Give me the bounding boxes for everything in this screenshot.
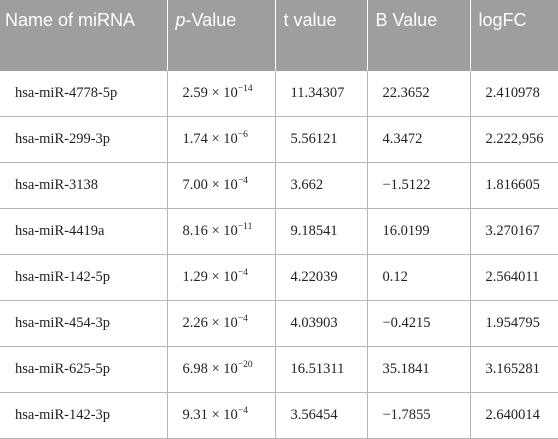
cell-bvalue: 0.12: [366, 254, 470, 301]
pvalue-exponent: −4: [237, 176, 248, 187]
cell-bvalue: 4.3472: [366, 116, 470, 164]
pvalue-exponent: −11: [237, 222, 253, 233]
cell-logfc: 3.165281: [469, 346, 558, 393]
table-row: hsa-miR-4419a 8.16 × 10−11 9.18541 16.0199 3…: [0, 208, 558, 256]
header-row: Name of miRNA p-Value t value B Value lo…: [0, 0, 558, 71]
cell-pvalue: 9.31 × 10−4: [166, 392, 275, 439]
cell-mirna-name: hsa-miR-142-3p: [0, 392, 167, 439]
pvalue-mantissa: 1.29 × 10: [182, 269, 238, 285]
table-row: hsa-miR-4778-5p 2.59 × 10−14 11.34307 22.36…: [0, 71, 558, 118]
table-row: hsa-miR-3138 7.00 × 10−4 3.662 −1.5122 1.816…: [0, 162, 558, 210]
cell-logfc: 2.410978: [469, 71, 558, 118]
cell-mirna-name: hsa-miR-3138: [0, 162, 167, 210]
pvalue-exponent: −6: [237, 130, 248, 141]
cell-bvalue: −0.4215: [366, 300, 470, 347]
cell-pvalue: 2.26 × 10−4: [166, 300, 275, 347]
cell-logfc: 2.222,956: [469, 116, 558, 164]
cell-tvalue: 3.56454: [274, 392, 367, 439]
cell-pvalue: 6.98 × 10−20: [166, 346, 275, 393]
table-row: hsa-miR-454-3p 2.26 × 10−4 4.03903 −0.4215 1…: [0, 300, 558, 347]
pvalue-exponent: −14: [237, 84, 253, 95]
cell-pvalue: 1.29 × 10−4: [166, 254, 275, 301]
cell-mirna-name: hsa-miR-4778-5p: [0, 71, 167, 118]
table-row: hsa-miR-142-5p 1.29 × 10−4 4.22039 0.12 2.56…: [0, 254, 558, 301]
cell-mirna-name: hsa-miR-4419a: [0, 208, 167, 256]
cell-tvalue: 5.56121: [274, 116, 367, 164]
cell-pvalue: 2.59 × 10−14: [166, 71, 275, 118]
cell-logfc: 1.954795: [469, 300, 558, 347]
cell-tvalue: 11.34307: [274, 71, 367, 118]
pvalue-mantissa: 2.59 × 10: [182, 85, 238, 102]
cell-mirna-name: hsa-miR-142-5p: [0, 254, 167, 301]
header-bvalue: B Value: [366, 0, 470, 71]
pvalue-mantissa: 9.31 × 10: [182, 406, 238, 423]
cell-tvalue: 4.03903: [274, 300, 367, 347]
pvalue-mantissa: 7.00 × 10: [182, 177, 238, 194]
cell-bvalue: −1.7855: [366, 392, 470, 439]
cell-bvalue: 35.1841: [366, 346, 470, 393]
cell-tvalue: 3.662: [274, 162, 367, 210]
table-header: Name of miRNA p-Value t value B Value lo…: [0, 0, 558, 71]
pvalue-mantissa: 8.16 × 10: [182, 223, 238, 240]
table-row: hsa-miR-625-5p 6.98 × 10−20 16.51311 35.184…: [0, 346, 558, 393]
cell-logfc: 2.640014: [469, 392, 558, 439]
cell-tvalue: 16.51311: [274, 346, 367, 393]
header-tvalue: t value: [274, 0, 367, 71]
cell-logfc: 1.816605: [469, 162, 558, 210]
table-row: hsa-miR-299-3p 1.74 × 10−6 5.56121 4.3472 2.…: [0, 116, 558, 164]
cell-mirna-name: hsa-miR-299-3p: [0, 116, 167, 164]
header-pvalue-rest: -Value: [185, 10, 237, 30]
header-name: Name of miRNA: [5, 10, 136, 30]
cell-bvalue: 16.0199: [366, 208, 470, 256]
cell-tvalue: 4.22039: [274, 254, 367, 301]
cell-pvalue: 8.16 × 10−11: [166, 208, 275, 256]
pvalue-exponent: −4: [237, 313, 248, 324]
header-pvalue: p-Value: [166, 0, 275, 71]
pvalue-exponent: −4: [237, 268, 248, 278]
cell-tvalue: 9.18541: [274, 208, 367, 256]
pvalue-mantissa: 6.98 × 10: [182, 360, 238, 377]
cell-mirna-name: hsa-miR-454-3p: [0, 300, 167, 347]
table-row: hsa-miR-142-3p 9.31 × 10−4 3.56454 −1.7855 2…: [0, 392, 558, 439]
table-body: hsa-miR-4778-5p 2.59 × 10−14 11.34307 22.36…: [0, 71, 558, 439]
cell-bvalue: −1.5122: [366, 162, 470, 210]
cell-bvalue: 22.3652: [366, 71, 470, 118]
pvalue-exponent: −20: [237, 359, 253, 370]
header-logfc: logFC: [469, 0, 558, 71]
pvalue-mantissa: 1.74 × 10: [182, 131, 238, 148]
header-pvalue-italic: p: [175, 10, 186, 30]
cell-pvalue: 7.00 × 10−4: [166, 162, 275, 210]
pvalue-mantissa: 2.26 × 10: [182, 314, 238, 331]
cell-pvalue: 1.74 × 10−6: [166, 116, 275, 164]
cell-logfc: 3.270167: [469, 208, 558, 256]
pvalue-exponent: −4: [237, 405, 248, 416]
cell-mirna-name: hsa-miR-625-5p: [0, 346, 167, 393]
cell-logfc: 2.564011: [469, 254, 558, 301]
